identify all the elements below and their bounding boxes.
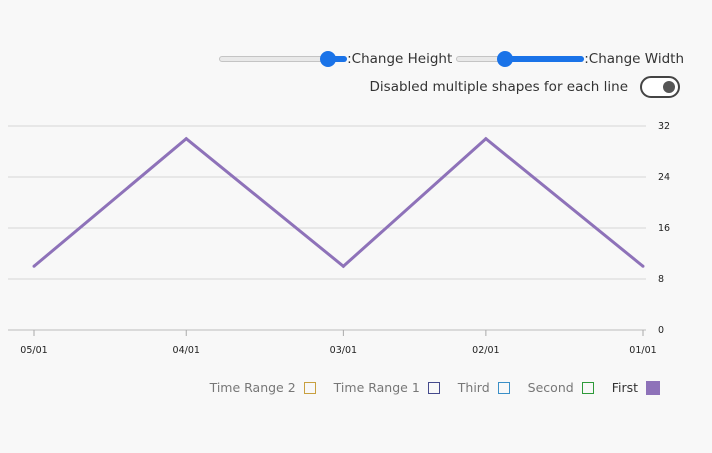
legend-item[interactable]: First xyxy=(612,380,660,395)
y-tick-label: 16 xyxy=(658,223,670,234)
legend-item[interactable]: Third xyxy=(458,380,510,395)
data-point xyxy=(184,137,188,141)
slider-thumb[interactable] xyxy=(319,51,336,67)
legend-swatch xyxy=(646,380,660,395)
height-slider[interactable] xyxy=(219,48,348,70)
x-tick-label: 01/01 xyxy=(629,345,656,356)
series-line xyxy=(33,136,644,269)
legend-label: Second xyxy=(527,380,574,395)
legend-label: Time Range 2 xyxy=(209,380,296,395)
slider-thumb[interactable] xyxy=(496,51,513,67)
data-point xyxy=(641,264,645,268)
y-tick-label: 24 xyxy=(658,172,670,183)
legend-swatch xyxy=(497,381,510,394)
data-point xyxy=(341,264,345,268)
slider-controls: :Change Height :Change Width xyxy=(0,48,712,70)
y-tick-label: 32 xyxy=(658,121,670,132)
data-point xyxy=(484,137,488,141)
height-slider-label: :Change Height xyxy=(347,51,453,67)
legend-label: Time Range 1 xyxy=(333,380,420,395)
legend-swatch xyxy=(581,381,594,394)
y-tick-label: 8 xyxy=(658,274,664,285)
chart-legend: Time Range 2 Time Range 1 Third Second First xyxy=(192,380,660,395)
x-tick-label: 03/01 xyxy=(330,345,357,356)
x-tick-label: 05/01 xyxy=(20,345,47,356)
legend-label: First xyxy=(611,380,638,395)
line-chart: 32 24 16 8 0 05/01 04/01 03/01 02/01 01/01 xyxy=(8,121,670,356)
toggle-label: Disabled multiple shapes for each line xyxy=(369,79,628,95)
legend-item[interactable]: Second xyxy=(528,380,594,395)
legend-label: Third xyxy=(457,380,490,395)
width-slider[interactable] xyxy=(456,48,585,70)
x-tick-label: 02/01 xyxy=(472,345,499,356)
legend-swatch xyxy=(303,381,316,394)
legend-item[interactable]: Time Range 1 xyxy=(334,380,440,395)
slider-fill xyxy=(504,56,585,62)
data-point xyxy=(32,264,36,268)
toggle-control: Disabled multiple shapes for each line xyxy=(0,76,712,98)
width-slider-label: :Change Width xyxy=(584,51,684,67)
legend-swatch xyxy=(427,381,440,394)
toggle-knob xyxy=(663,81,675,93)
slider-fill xyxy=(327,56,348,62)
y-tick-label: 0 xyxy=(658,325,664,336)
x-tick-label: 04/01 xyxy=(173,345,200,356)
multiple-shapes-toggle[interactable] xyxy=(640,76,680,98)
legend-item[interactable]: Time Range 2 xyxy=(210,380,316,395)
